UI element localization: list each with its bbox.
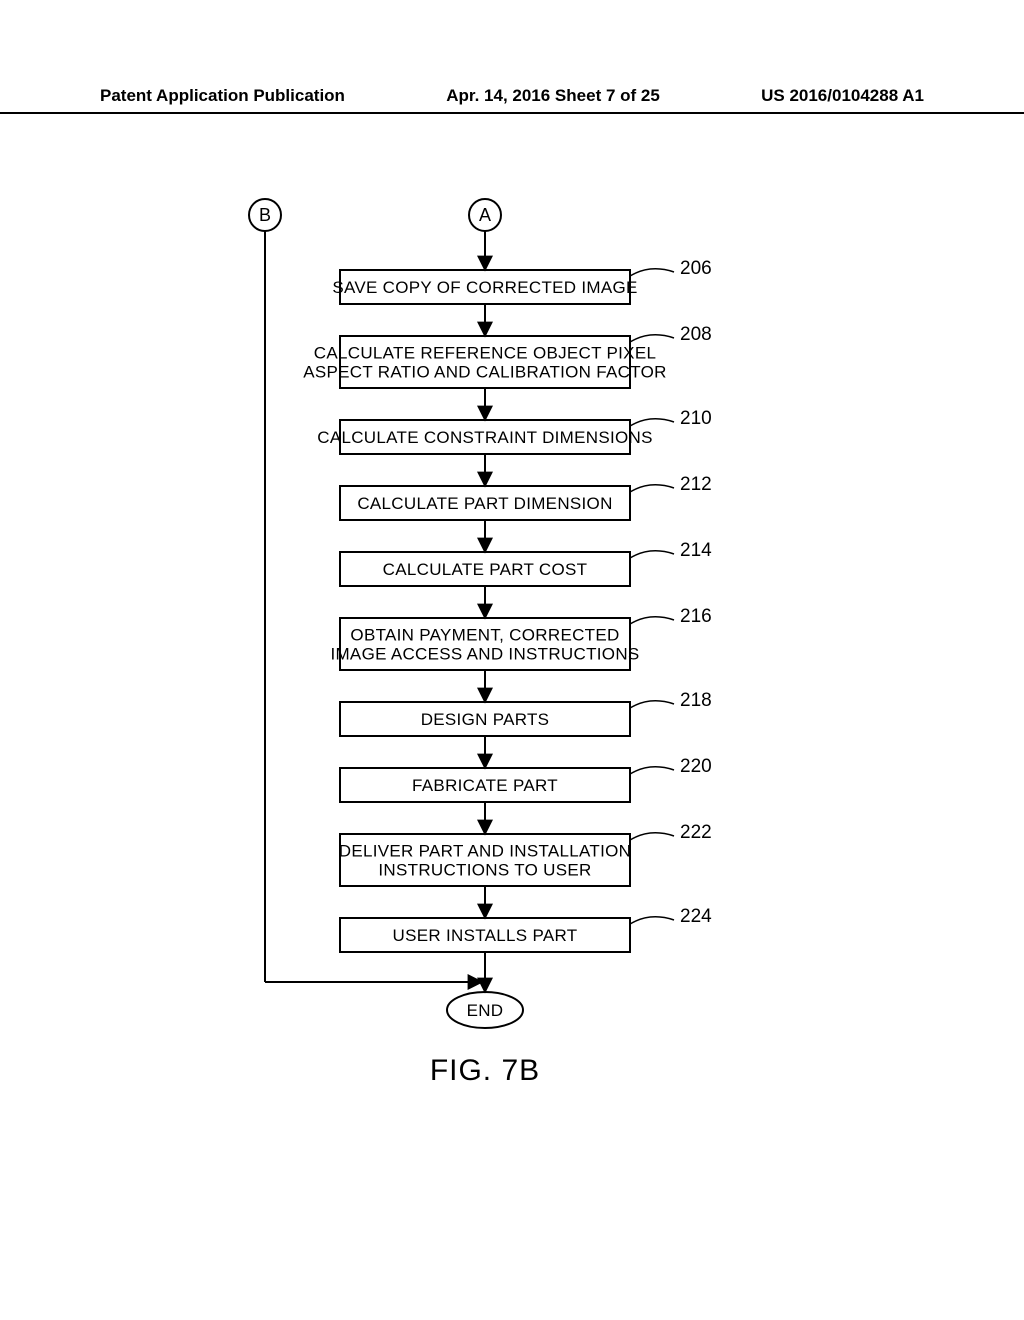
- ref-number: 212: [680, 474, 712, 495]
- connector-label-b: B: [259, 205, 271, 225]
- ref-leader: [630, 485, 674, 492]
- flow-step-text: INSTRUCTIONS TO USER: [378, 861, 591, 880]
- ref-leader: [630, 335, 674, 342]
- ref-leader: [630, 917, 674, 924]
- ref-number: 222: [680, 822, 712, 843]
- flow-step-text: IMAGE ACCESS AND INSTRUCTIONS: [330, 645, 639, 664]
- flow-step-text: FABRICATE PART: [412, 776, 558, 795]
- header-center: Apr. 14, 2016 Sheet 7 of 25: [446, 86, 660, 106]
- ref-number: 214: [680, 540, 712, 561]
- ref-leader: [630, 269, 674, 276]
- flow-step-text: SAVE COPY OF CORRECTED IMAGE: [332, 278, 637, 297]
- flow-step-text: CALCULATE PART DIMENSION: [357, 494, 612, 513]
- flow-step-text: CALCULATE REFERENCE OBJECT PIXEL: [314, 344, 656, 363]
- flowchart-svg: B A SAVE COPY OF CORRECTED IMAGE 206 CALCULA…: [0, 190, 1024, 1130]
- ref-number: 216: [680, 606, 712, 627]
- ref-number: 220: [680, 756, 712, 777]
- flow-step-text: CALCULATE PART COST: [383, 560, 588, 579]
- header-right: US 2016/0104288 A1: [761, 86, 924, 106]
- ref-leader: [630, 833, 674, 840]
- ref-leader: [630, 617, 674, 624]
- ref-number: 224: [680, 906, 712, 927]
- ref-leader: [630, 419, 674, 426]
- page-header: Patent Application Publication Apr. 14, …: [0, 86, 1024, 114]
- figure-label: FIG. 7B: [430, 1054, 540, 1087]
- ref-leader: [630, 767, 674, 774]
- flow-step-text: ASPECT RATIO AND CALIBRATION FACTOR: [303, 363, 666, 382]
- flow-step-text: OBTAIN PAYMENT, CORRECTED: [350, 626, 619, 645]
- connector-label-a: A: [479, 205, 491, 225]
- ref-number: 210: [680, 408, 712, 429]
- ref-leader: [630, 551, 674, 558]
- terminator-label: END: [467, 1001, 504, 1020]
- ref-number: 218: [680, 690, 712, 711]
- ref-number: 208: [680, 324, 712, 345]
- flow-step-text: USER INSTALLS PART: [393, 926, 578, 945]
- page: Patent Application Publication Apr. 14, …: [0, 0, 1024, 1320]
- ref-leader: [630, 701, 674, 708]
- flow-step-text: DESIGN PARTS: [421, 710, 550, 729]
- flow-step-text: DELIVER PART AND INSTALLATION: [339, 842, 631, 861]
- flow-step-text: CALCULATE CONSTRAINT DIMENSIONS: [317, 428, 653, 447]
- flowchart-container: B A SAVE COPY OF CORRECTED IMAGE 206 CALCULA…: [0, 190, 1024, 1130]
- ref-number: 206: [680, 258, 712, 279]
- header-left: Patent Application Publication: [100, 86, 345, 106]
